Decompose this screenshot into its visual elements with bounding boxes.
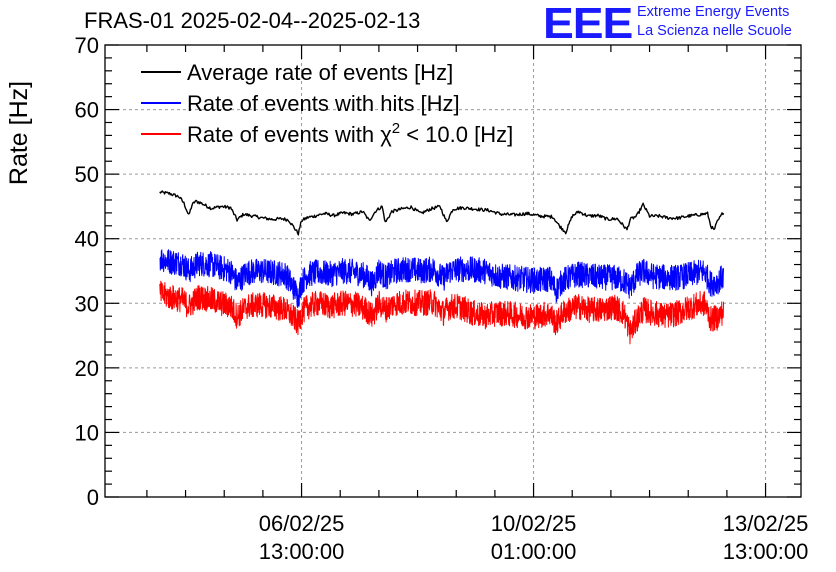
legend-label-2: Rate of events with hits [Hz] <box>187 91 460 116</box>
x-tick-label-time: 13:00:00 <box>723 539 809 564</box>
y-tick-label: 40 <box>75 227 99 252</box>
x-tick-label-date: 10/02/25 <box>491 511 577 536</box>
eee-logo: EEE <box>543 0 633 48</box>
y-axis-label: Rate [Hz] <box>5 81 33 185</box>
y-tick-label: 70 <box>75 33 99 58</box>
x-tick-label-date: 06/02/25 <box>259 511 345 536</box>
legend-label-1: Average rate of events [Hz] <box>187 60 453 85</box>
series-line-1 <box>159 190 725 236</box>
legend: Average rate of events [Hz] Rate of event… <box>141 60 513 147</box>
y-tick-label: 60 <box>75 98 99 123</box>
x-tick-label-time: 01:00:00 <box>491 539 577 564</box>
x-tick-label-date: 13/02/25 <box>723 511 809 536</box>
plot-frame <box>104 44 802 498</box>
y-tick-label: 30 <box>75 291 99 316</box>
series-line-3 <box>159 280 725 345</box>
series-line-2 <box>159 249 725 309</box>
y-tick-label: 20 <box>75 356 99 381</box>
y-tick-label: 10 <box>75 420 99 445</box>
y-tick-label: 0 <box>87 485 99 510</box>
logo-line-2: La Scienza nelle Scuole <box>637 23 792 39</box>
legend-label-3: Rate of events with χ2 < 10.0 [Hz] <box>187 120 513 147</box>
logo-caption: Extreme Energy Events La Scienza nelle S… <box>637 3 792 41</box>
axis-labels: 0 10 20 30 40 50 60 70 06/02/25 13:00:00 10/02/25 0… <box>5 33 808 564</box>
x-tick-label-time: 13:00:00 <box>259 539 345 564</box>
y-tick-label: 50 <box>75 162 99 187</box>
axes <box>104 44 802 498</box>
series-layer <box>159 190 725 345</box>
logo-line-1: Extreme Energy Events <box>637 4 790 20</box>
chart-title: FRAS-01 2025-02-04--2025-02-13 <box>84 8 421 33</box>
